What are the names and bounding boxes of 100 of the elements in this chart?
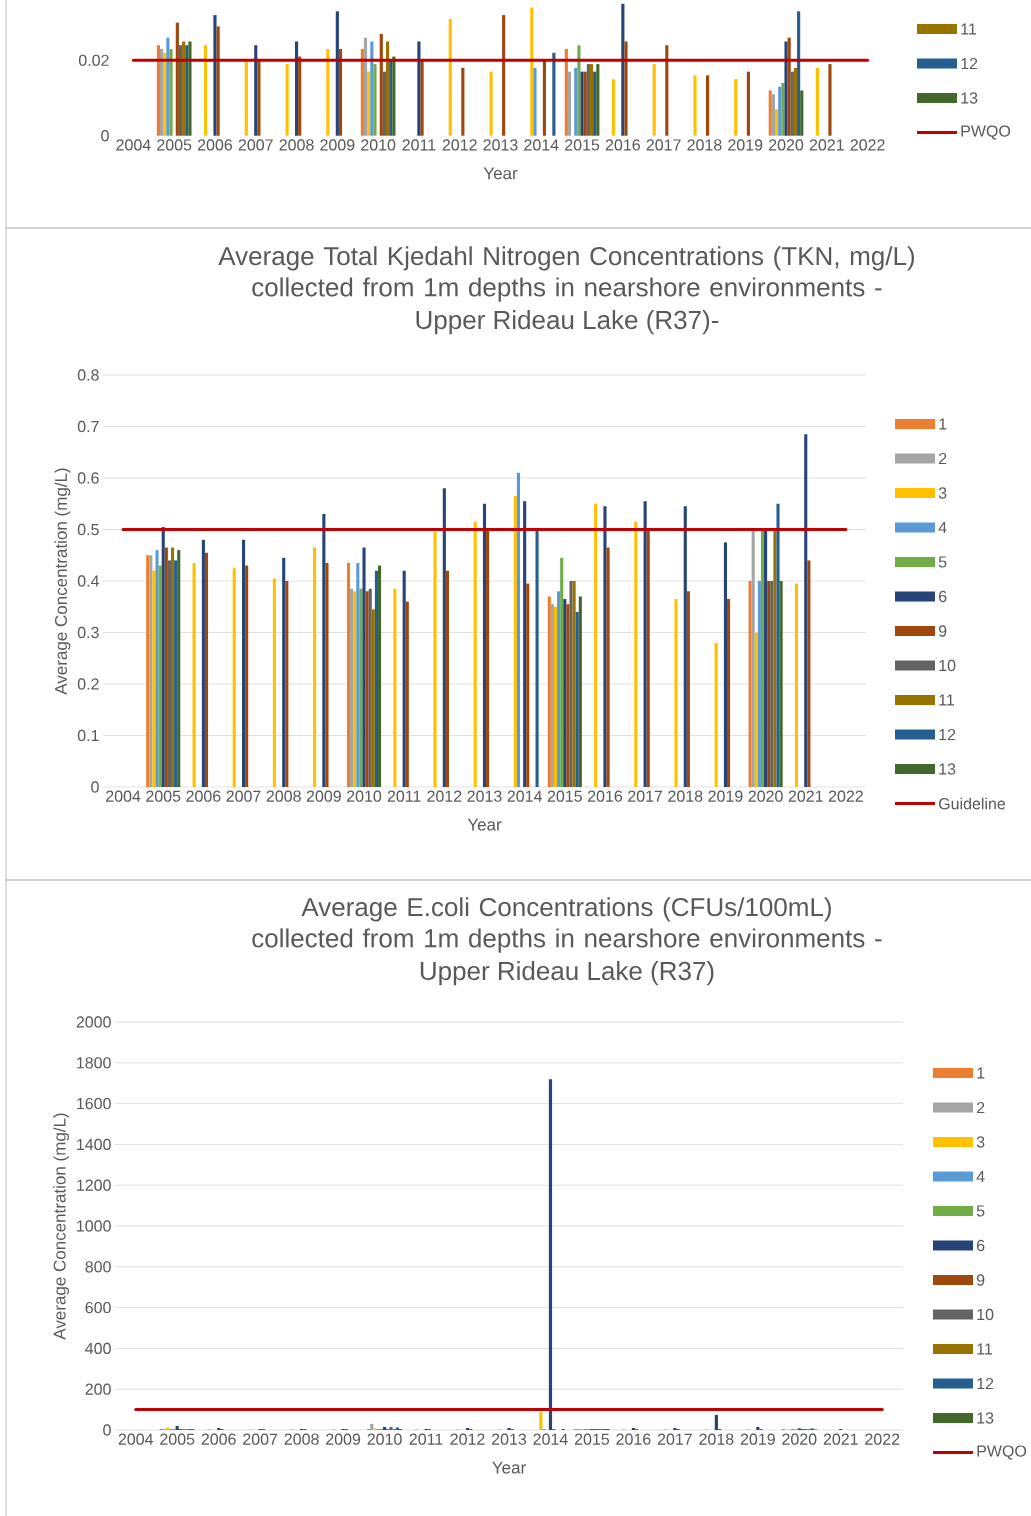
x-tick-label: 2010 — [347, 790, 382, 802]
chart-title: Average E.coli Concentrations (CFUs/100mL) collected from 1m depths in nearshore environments - — [252, 897, 882, 953]
bar — [594, 503, 598, 788]
bar — [746, 71, 750, 136]
bar — [174, 560, 178, 788]
x-tick-label: 2013 — [467, 790, 502, 802]
y-tick-label: 0.3 — [77, 626, 99, 639]
bar — [550, 604, 554, 788]
x-tick-label: 2020 — [748, 790, 783, 802]
legend-label: 1 — [977, 1067, 985, 1079]
x-tick-label: 2019 — [728, 139, 763, 151]
bar — [389, 60, 393, 136]
bar — [563, 599, 567, 788]
bar — [634, 521, 638, 788]
legend-label: 1 — [939, 418, 947, 430]
y-tick-label: 0.6 — [77, 472, 99, 484]
bar — [216, 26, 220, 136]
bar — [593, 71, 597, 136]
bar — [807, 560, 811, 788]
bar — [779, 581, 783, 788]
bar — [420, 60, 424, 136]
bar — [723, 542, 727, 788]
bar — [714, 642, 718, 788]
bar — [748, 581, 752, 788]
bar — [360, 49, 364, 136]
bar — [482, 503, 487, 788]
legend-label: 11 — [961, 23, 977, 35]
legend-label: 3 — [976, 1136, 985, 1148]
x-tick-label: 2013 — [483, 139, 518, 151]
bar — [778, 86, 782, 136]
x-tick-label: 2017 — [646, 139, 681, 151]
bar — [203, 45, 208, 136]
bar — [192, 562, 196, 788]
bar — [175, 22, 179, 136]
bar — [294, 41, 299, 136]
bar — [764, 529, 768, 788]
y-tick-label: 0 — [103, 1424, 111, 1436]
bar — [603, 506, 607, 788]
legend-label: 12 — [977, 1377, 994, 1390]
bar — [213, 15, 217, 136]
legend-label: Guideline — [939, 797, 1006, 810]
x-tick-label: 2005 — [157, 139, 192, 151]
bar — [578, 596, 582, 788]
bar — [374, 570, 378, 788]
bar — [433, 532, 437, 788]
bar — [326, 49, 330, 136]
x-tick-label: 2013 — [492, 1433, 527, 1445]
bar — [773, 529, 777, 788]
x-tick-label: 2007 — [238, 139, 273, 151]
bar — [182, 41, 186, 136]
bar — [768, 90, 772, 136]
x-tick-label: 2022 — [865, 1433, 900, 1445]
legend-label: 13 — [939, 763, 956, 775]
legend-label: 12 — [939, 728, 956, 741]
bar — [370, 1423, 374, 1431]
x-tick-label: 2012 — [442, 139, 477, 151]
legend-label: 12 — [961, 57, 978, 70]
legend-label: 6 — [977, 1239, 985, 1252]
y-tick-label: 400 — [85, 1342, 111, 1355]
y-tick-label: 1400 — [77, 1138, 111, 1151]
bar — [367, 71, 371, 136]
x-tick-label: 2004 — [118, 1433, 154, 1445]
chart-subtitle: Upper Rideau Lake (R37)- — [416, 310, 719, 335]
bar — [516, 472, 520, 788]
bar — [683, 506, 687, 788]
x-tick-label: 2020 — [769, 139, 804, 151]
bar — [257, 60, 261, 136]
x-tick-label: 2018 — [687, 139, 722, 151]
x-tick-label: 2012 — [450, 1433, 485, 1445]
bar — [794, 583, 798, 788]
bar — [575, 611, 579, 788]
bar — [557, 591, 561, 788]
legend-label: 11 — [939, 694, 955, 706]
x-tick-label: 2009 — [326, 1433, 361, 1445]
x-tick-label: 2018 — [668, 790, 703, 802]
y-tick-label: 1000 — [77, 1220, 111, 1232]
x-tick-label: 2015 — [565, 139, 600, 151]
bar — [245, 565, 249, 788]
bar — [577, 45, 581, 136]
bar — [185, 45, 189, 136]
chart-subtitle: Upper Rideau Lake (R37) — [420, 961, 714, 986]
bar — [714, 1414, 718, 1431]
bar — [167, 560, 171, 788]
bar — [776, 503, 780, 788]
bar — [254, 45, 258, 136]
bar — [547, 596, 551, 788]
bar — [784, 41, 788, 136]
legend-label: 5 — [938, 556, 947, 568]
legend-label: 6 — [939, 590, 947, 603]
bar — [166, 37, 170, 136]
x-tick-label: 2005 — [160, 1433, 195, 1445]
bar — [379, 33, 383, 136]
legend-label: 2 — [977, 1101, 985, 1114]
y-tick-label: 0 — [101, 130, 109, 142]
x-tick-label: 2015 — [547, 790, 582, 802]
bar — [693, 75, 697, 136]
y-tick-label: 800 — [85, 1261, 111, 1273]
bar — [152, 570, 156, 788]
bar — [674, 599, 678, 788]
bar — [392, 56, 396, 136]
